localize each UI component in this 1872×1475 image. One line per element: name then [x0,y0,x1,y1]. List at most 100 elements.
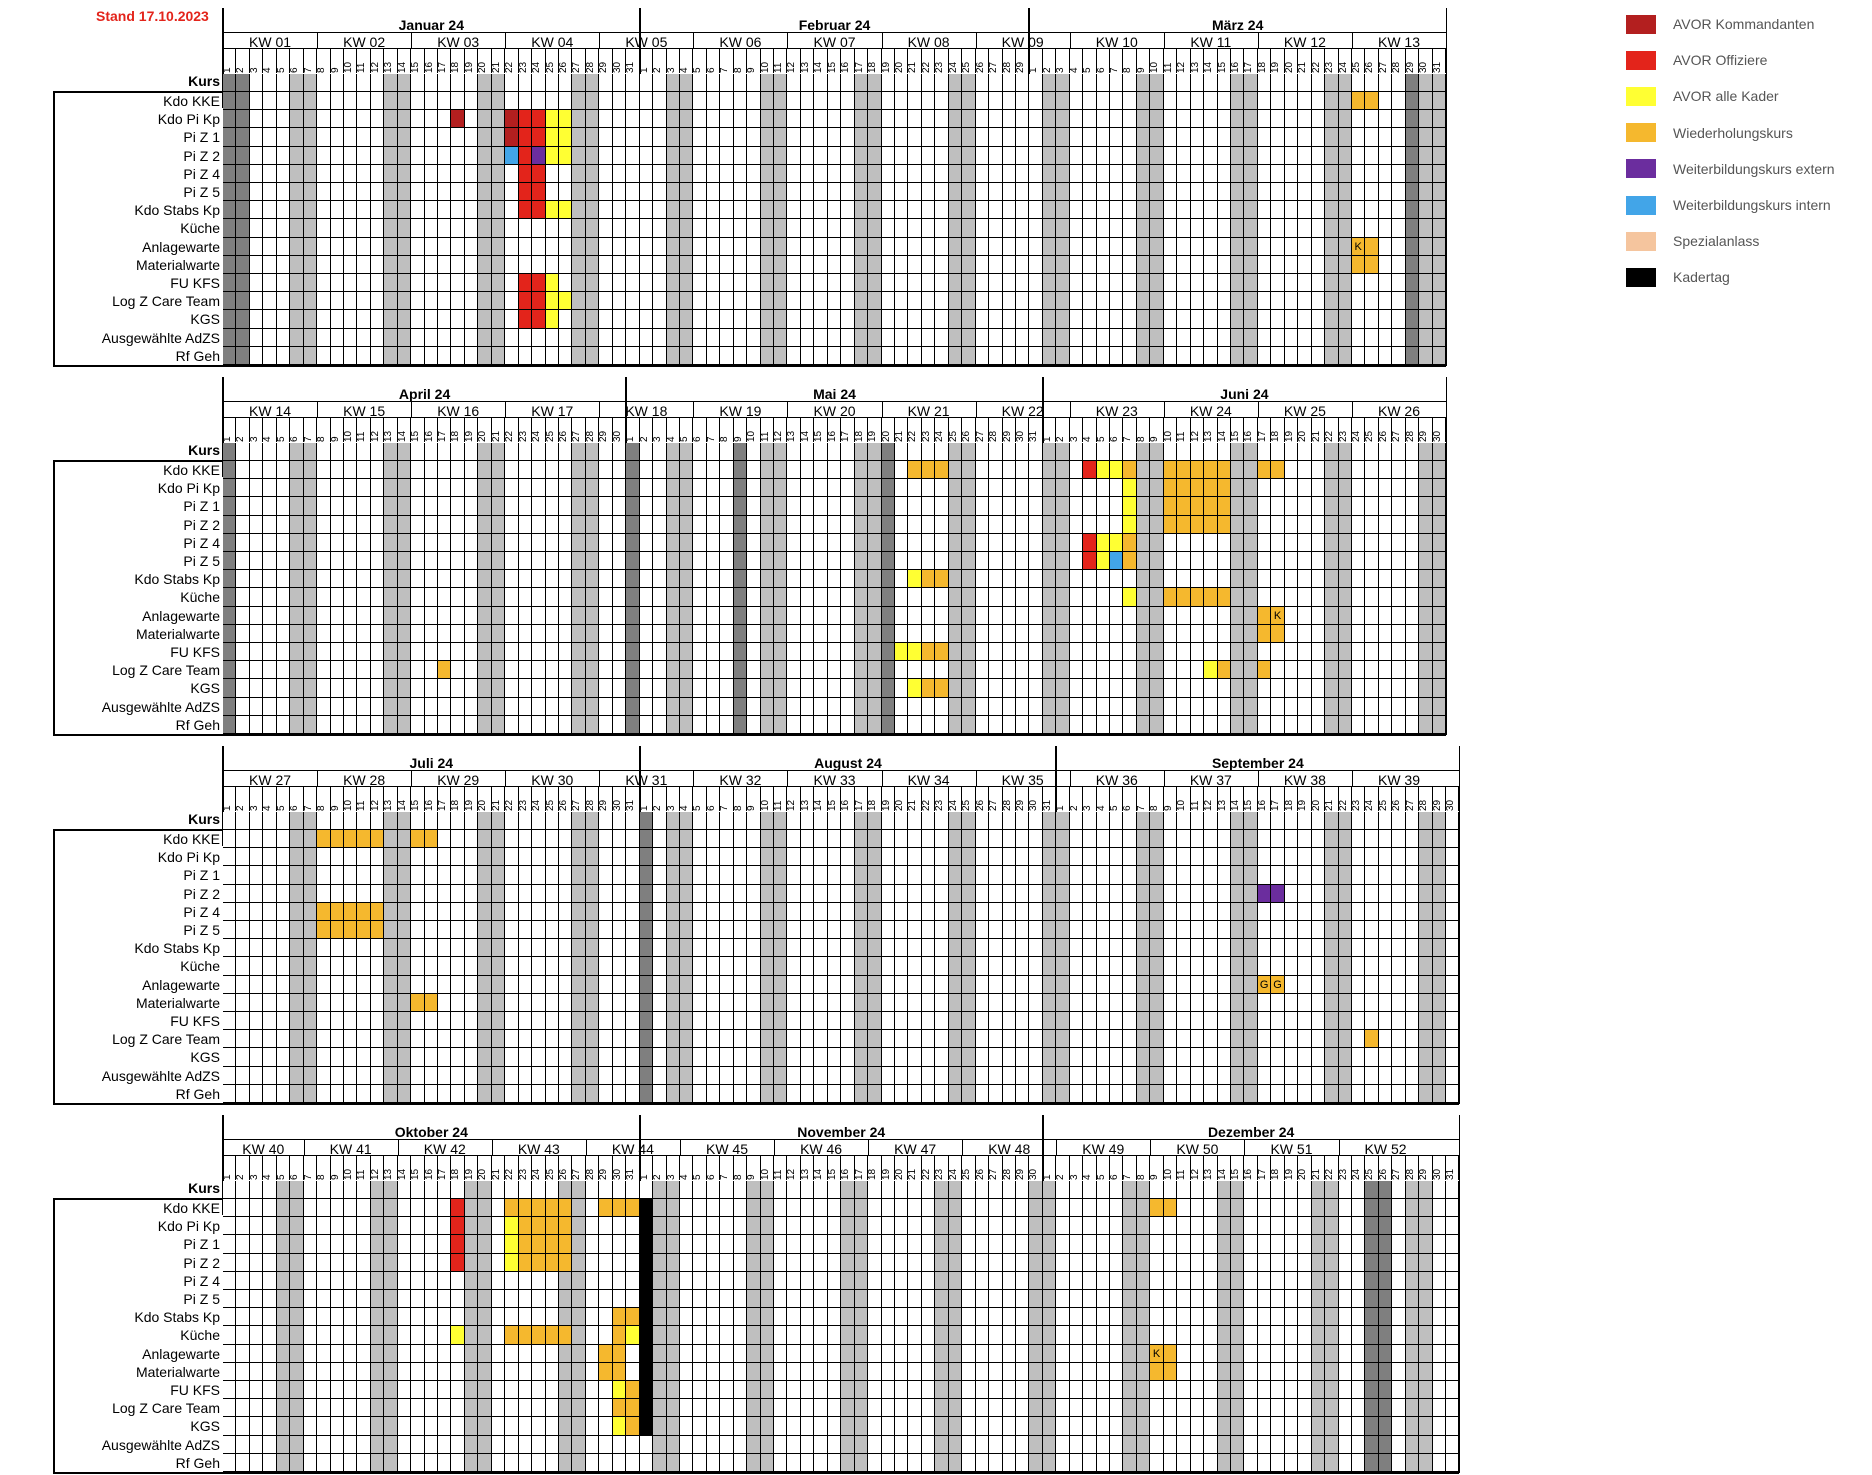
grid-cell [667,866,680,884]
grid-cell [1191,534,1204,552]
grid-cell [908,1012,921,1030]
grid-cell [720,1048,733,1066]
grid-cell [1177,201,1190,219]
kurs-row-cell [1150,812,1163,830]
grid-cell [384,588,397,606]
grid-cell [263,1030,276,1048]
week-separator [882,401,883,417]
day-number: 27 [976,418,988,443]
grid-cell [787,92,800,110]
grid-cell [1204,848,1217,866]
grid-cell [263,274,276,292]
grid-cell [734,698,747,716]
grid-cell [761,128,774,146]
kurs-row-cell [1285,443,1298,461]
grid-cell [761,957,774,975]
grid-cell [814,830,827,848]
grid-cell [236,497,249,515]
grid-cell [734,643,747,661]
week-separator [882,32,883,48]
grid-cell [747,347,760,365]
grid-cell [505,976,518,994]
kurs-row-cell [384,812,397,830]
grid-cell [1191,698,1204,716]
day-number: 3 [653,418,665,443]
grid-cell [626,903,639,921]
grid-cell [653,347,666,365]
kurs-row-cell [331,74,344,92]
grid-cell [1365,479,1378,497]
grid-cell [787,461,800,479]
grid-cell [451,588,464,606]
grid-cell [411,183,424,201]
grid-cell [1365,497,1378,515]
grid-cell [680,643,693,661]
grid-cell [1123,903,1136,921]
grid-cell [693,461,706,479]
grid-cell [1392,588,1405,606]
grid-cell [505,165,518,183]
row-label: Kdo Stabs Kp [60,570,220,588]
grid-cell [1298,516,1311,534]
grid-cell [1406,903,1419,921]
grid-cell [1110,165,1123,183]
grid-cell [357,165,370,183]
grid-cell [290,830,303,848]
day-number: 23 [1325,49,1337,74]
day-number: 20 [478,787,490,812]
grid-cell [1433,698,1446,716]
grid-cell [895,957,908,975]
grid-cell [1218,903,1231,921]
grid-cell [1298,274,1311,292]
grid-cell [976,516,989,534]
grid-cell [1258,1030,1271,1048]
grid-cell [841,607,854,625]
grid-cell [559,976,572,994]
grid-cell [250,310,263,328]
kurs-row-cell [1365,74,1378,92]
grid-cell [317,1012,330,1030]
grid-cell [1123,643,1136,661]
grid-cell [1298,903,1311,921]
grid-cell [290,1048,303,1066]
grid-cell [653,1030,666,1048]
grid-cell [425,479,438,497]
grid-cell [1097,1048,1110,1066]
grid-cell [572,643,585,661]
grid-cell [290,848,303,866]
grid-cell [532,939,545,957]
grid-cell [263,830,276,848]
day-header-cell: 23 [1325,49,1338,73]
day-number: 17 [855,49,867,74]
grid-cell [801,238,814,256]
grid-cell [1070,479,1083,497]
grid-cell [331,534,344,552]
grid-cell [693,534,706,552]
grid-cell [505,479,518,497]
grid-cell [1110,957,1123,975]
grid-cell [1043,698,1056,716]
grid-cell [1097,329,1110,347]
grid-cell [1339,183,1352,201]
grid-cell [1419,165,1432,183]
grid-cell [599,201,612,219]
grid-cell [908,329,921,347]
grid-cell [747,716,760,734]
grid-cell [465,329,478,347]
grid-cell [1312,661,1325,679]
grid-cell [1365,643,1378,661]
grid-cell [1029,1012,1042,1030]
day-header-cell: 29 [599,49,612,73]
grid-cell [398,588,411,606]
grid-cell [1433,607,1446,625]
grid-cell [519,238,532,256]
row-label: Kdo Stabs Kp [60,201,220,219]
grid-cell [451,679,464,697]
grid-cell [1433,534,1446,552]
grid-cell [559,921,572,939]
grid-cell [1352,292,1365,310]
grid-cell [586,976,599,994]
day-header-cell: 3 [1070,418,1083,442]
grid-cell [425,921,438,939]
kurs-row-cell [640,812,653,830]
